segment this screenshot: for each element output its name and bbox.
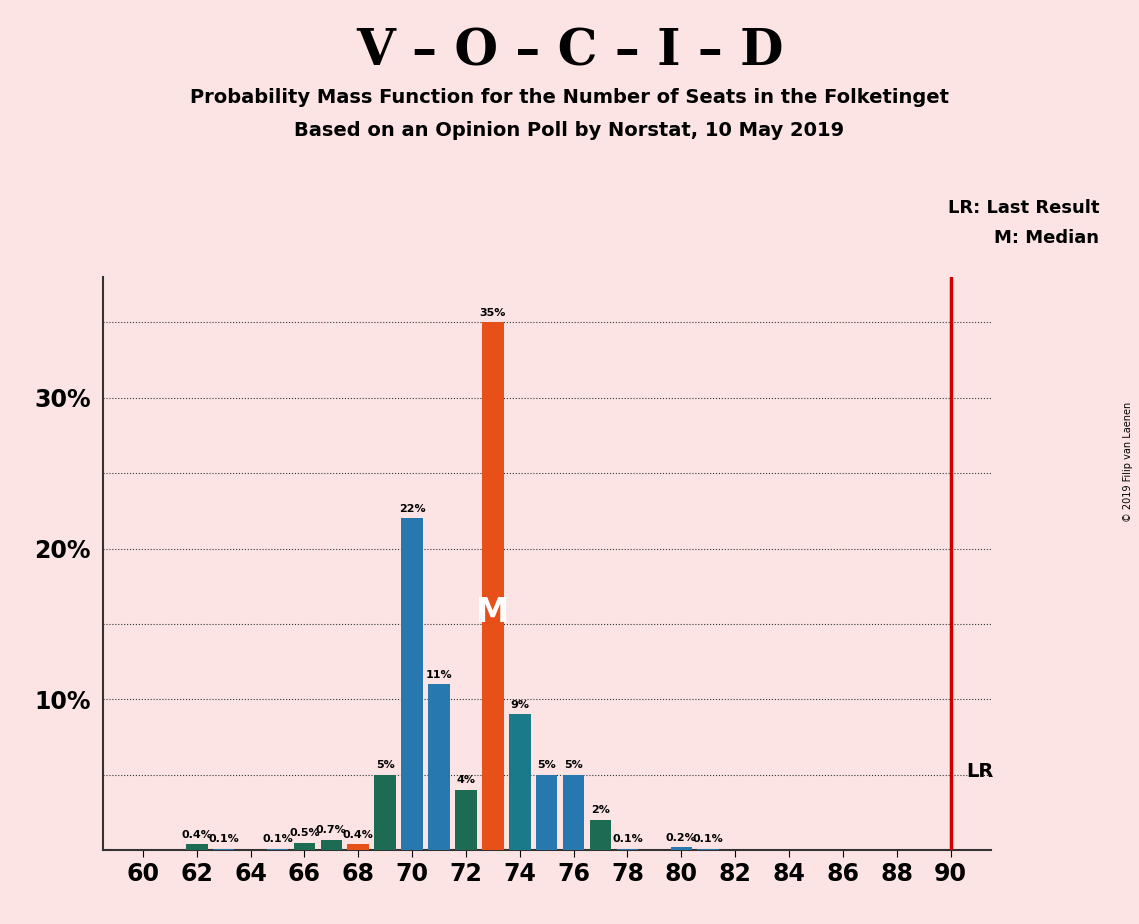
Text: LR: LR — [967, 762, 994, 781]
Text: 0.4%: 0.4% — [181, 830, 212, 840]
Bar — [697, 848, 719, 850]
Text: 2%: 2% — [591, 806, 611, 815]
Bar — [428, 685, 450, 850]
Bar — [186, 844, 207, 850]
Bar — [320, 840, 342, 850]
Text: © 2019 Filip van Laenen: © 2019 Filip van Laenen — [1123, 402, 1133, 522]
Text: 9%: 9% — [510, 699, 530, 710]
Text: 5%: 5% — [564, 760, 583, 771]
Text: 0.5%: 0.5% — [289, 828, 320, 838]
Text: 35%: 35% — [480, 308, 506, 318]
Bar — [590, 820, 612, 850]
Text: 0.7%: 0.7% — [316, 825, 346, 835]
Bar — [482, 322, 503, 850]
Text: 0.1%: 0.1% — [693, 834, 723, 844]
Text: Based on an Opinion Poll by Norstat, 10 May 2019: Based on an Opinion Poll by Norstat, 10 … — [295, 121, 844, 140]
Text: 4%: 4% — [457, 775, 475, 785]
Bar — [213, 848, 235, 850]
Bar — [563, 774, 584, 850]
Bar — [347, 844, 369, 850]
Bar — [509, 714, 531, 850]
Text: M: M — [476, 596, 509, 629]
Bar — [267, 848, 288, 850]
Text: 11%: 11% — [426, 670, 452, 680]
Text: M: Median: M: Median — [994, 229, 1099, 247]
Bar — [375, 774, 396, 850]
Text: 22%: 22% — [399, 504, 426, 514]
Bar — [456, 790, 477, 850]
Text: 5%: 5% — [376, 760, 394, 771]
Bar — [401, 518, 423, 850]
Text: V – O – C – I – D: V – O – C – I – D — [355, 28, 784, 77]
Text: LR: Last Result: LR: Last Result — [948, 199, 1099, 216]
Text: 0.1%: 0.1% — [612, 834, 642, 844]
Bar — [294, 843, 316, 850]
Text: 5%: 5% — [538, 760, 556, 771]
Text: 0.1%: 0.1% — [262, 834, 293, 844]
Text: 0.1%: 0.1% — [208, 834, 239, 844]
Text: 0.4%: 0.4% — [343, 830, 374, 840]
Bar — [671, 847, 693, 850]
Text: 0.2%: 0.2% — [666, 833, 697, 843]
Text: Probability Mass Function for the Number of Seats in the Folketinget: Probability Mass Function for the Number… — [190, 88, 949, 107]
Bar — [616, 848, 638, 850]
Bar — [536, 774, 557, 850]
